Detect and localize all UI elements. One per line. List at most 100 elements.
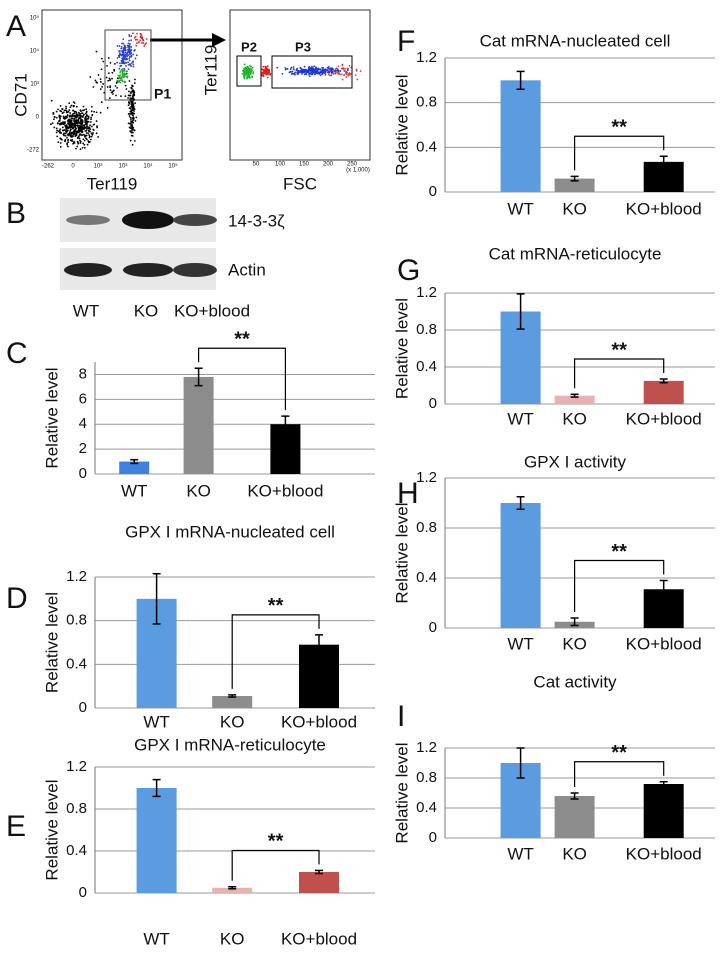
cell-dot bbox=[58, 114, 61, 117]
cell-dot bbox=[116, 57, 119, 59]
cell-dot bbox=[77, 135, 80, 138]
x-tick-label: KO bbox=[220, 929, 245, 948]
cell-dot bbox=[262, 71, 265, 74]
cell-dot bbox=[132, 103, 135, 105]
cell-dot bbox=[130, 100, 133, 103]
cell-dot bbox=[96, 126, 98, 129]
cell-dot bbox=[128, 90, 130, 93]
cell-dot bbox=[343, 74, 346, 76]
cell-dot bbox=[50, 123, 52, 126]
error-bar bbox=[228, 694, 237, 698]
cell-dot bbox=[347, 74, 350, 77]
cell-dot bbox=[96, 125, 98, 128]
x-tick-label: WT bbox=[143, 929, 169, 948]
cell-dot bbox=[330, 74, 333, 76]
cell-dot bbox=[266, 76, 269, 79]
cell-dot bbox=[73, 114, 75, 117]
x-tick-label: KO+blood bbox=[626, 199, 702, 218]
cell-dot bbox=[128, 115, 131, 117]
cell-dot bbox=[78, 117, 80, 120]
cell-dot bbox=[136, 42, 138, 45]
cell-dot bbox=[60, 132, 63, 134]
x-tick-label: WT bbox=[507, 844, 533, 863]
bar bbox=[554, 178, 595, 192]
error-bar bbox=[228, 885, 237, 890]
cell-dot bbox=[66, 142, 69, 145]
cell-dot bbox=[66, 125, 68, 127]
cell-dot bbox=[64, 124, 67, 127]
cell-dot bbox=[79, 148, 82, 151]
cell-dot bbox=[99, 78, 102, 81]
cell-dot bbox=[63, 109, 66, 112]
cell-dot bbox=[299, 69, 302, 72]
cell-dot bbox=[70, 131, 73, 134]
cell-dot bbox=[87, 129, 90, 132]
cell-dot bbox=[86, 125, 88, 127]
cell-dot bbox=[337, 71, 340, 74]
bar bbox=[212, 887, 253, 893]
tick-label: 100 bbox=[275, 162, 286, 168]
cell-dot bbox=[82, 114, 85, 117]
cell-dot bbox=[71, 117, 74, 120]
cell-dot bbox=[125, 58, 128, 61]
cell-dot bbox=[264, 71, 267, 74]
gate-label: P3 bbox=[295, 39, 311, 54]
cell-dot bbox=[86, 121, 88, 124]
cell-dot bbox=[71, 127, 74, 129]
cell-dot bbox=[84, 130, 87, 132]
cell-dot bbox=[281, 72, 284, 75]
y-tick-label: 8 bbox=[79, 365, 87, 382]
cell-dot bbox=[329, 69, 331, 72]
cell-dot bbox=[122, 60, 125, 63]
error-bar bbox=[570, 393, 579, 398]
cell-dot bbox=[120, 76, 123, 79]
cell-dot bbox=[65, 110, 68, 112]
cell-dot bbox=[107, 72, 110, 75]
cell-dot bbox=[89, 138, 92, 141]
cell-dot bbox=[64, 140, 66, 143]
y-tick-label: 0 bbox=[429, 395, 437, 412]
cell-dot bbox=[72, 109, 75, 112]
cell-dot bbox=[118, 56, 121, 59]
cell-dot bbox=[132, 93, 135, 96]
cell-dot bbox=[67, 119, 70, 122]
cell-dot bbox=[125, 64, 127, 67]
error-bar bbox=[570, 617, 579, 627]
cell-dot bbox=[106, 86, 109, 88]
cell-dot bbox=[62, 132, 65, 135]
cell-dot bbox=[124, 48, 127, 51]
cell-dot bbox=[336, 69, 339, 72]
cell-dot bbox=[107, 79, 110, 82]
cell-dot bbox=[75, 127, 78, 130]
error-bar bbox=[130, 458, 139, 465]
significance-label: ** bbox=[234, 329, 250, 351]
cell-dot bbox=[95, 120, 98, 122]
significance-bracket bbox=[574, 358, 665, 389]
cell-dot bbox=[346, 69, 349, 72]
cell-dot bbox=[268, 69, 271, 72]
cell-dot bbox=[133, 49, 136, 52]
cell-dot bbox=[69, 114, 71, 117]
cell-dot bbox=[84, 121, 87, 124]
cell-dot bbox=[73, 140, 75, 143]
cell-dot bbox=[334, 68, 337, 70]
cell-dot bbox=[342, 67, 345, 70]
cell-dot bbox=[346, 67, 349, 70]
cell-dot bbox=[145, 38, 148, 40]
cell-dot bbox=[76, 125, 79, 128]
flow-plot-frame bbox=[41, 9, 183, 161]
cell-dot bbox=[129, 130, 132, 132]
y-axis-label: Relative level bbox=[392, 74, 411, 175]
cell-dot bbox=[90, 105, 93, 108]
cell-dot bbox=[248, 72, 250, 75]
blot-row-label: 14-3-3ζ bbox=[228, 211, 285, 230]
cell-dot bbox=[128, 48, 130, 51]
cell-dot bbox=[332, 73, 335, 75]
cell-dot bbox=[59, 109, 62, 112]
x-tick-label: KO+blood bbox=[626, 409, 702, 428]
cell-dot bbox=[128, 59, 131, 62]
cell-dot bbox=[87, 140, 90, 142]
cell-dot bbox=[55, 131, 58, 134]
cell-dot bbox=[70, 104, 73, 107]
cell-dot bbox=[321, 73, 324, 76]
